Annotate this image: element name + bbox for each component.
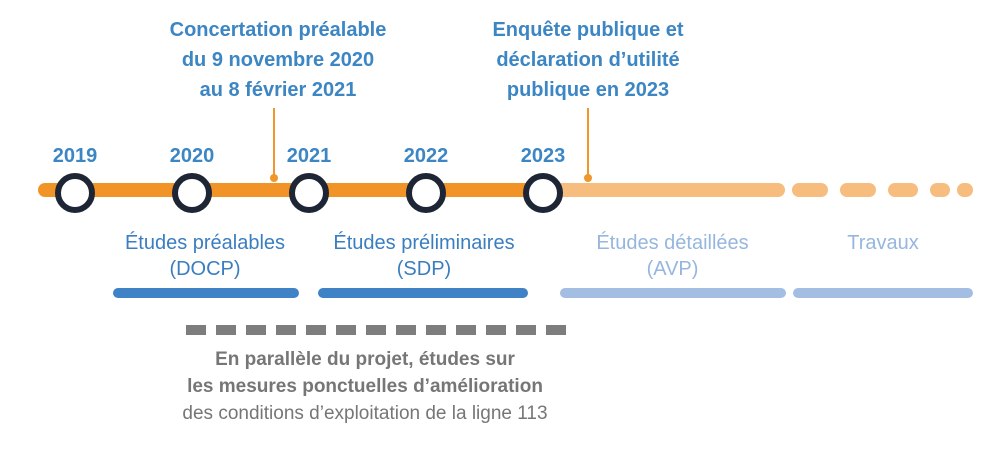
timeline-dash xyxy=(888,183,918,197)
gray-dash-segment xyxy=(306,325,326,335)
callout-enquete: Enquête publique et déclaration d’utilit… xyxy=(468,15,708,105)
callout-connector-dot xyxy=(270,174,278,182)
phase-line: Études préalables xyxy=(124,232,286,254)
gray-dash-segment xyxy=(276,325,296,335)
phase-bar-etudes-prealables xyxy=(113,288,299,298)
phase-label-etudes-preliminaires: Études préliminaires (SDP) xyxy=(310,230,538,282)
callout-line: du 9 novembre 2020 xyxy=(181,49,375,71)
milestone-2022 xyxy=(406,173,446,213)
callout-line: Enquête publique et xyxy=(492,19,684,41)
gray-dash-segment xyxy=(246,325,266,335)
phase-line: (DOCP) xyxy=(169,258,241,280)
timeline-dash xyxy=(792,183,828,197)
gray-dash-segment xyxy=(516,325,536,335)
callout-line: publique en 2023 xyxy=(506,79,670,101)
parallel-bold-line: les mesures ponctuelles d’amélioration xyxy=(187,376,543,397)
gray-dash-segment xyxy=(456,325,476,335)
milestone-2023 xyxy=(523,173,563,213)
year-label-2021: 2021 xyxy=(286,145,332,167)
gray-dash-segment xyxy=(396,325,416,335)
callout-connector-line xyxy=(273,108,275,176)
callout-connector-line xyxy=(587,108,589,176)
phase-line: Études préliminaires xyxy=(333,232,515,254)
phase-bar-etudes-detaillees xyxy=(560,288,786,298)
callout-connector-dot xyxy=(584,174,592,182)
phase-label-travaux: Travaux xyxy=(793,230,973,256)
callout-line: au 8 février 2021 xyxy=(199,79,357,101)
parallel-studies-note: En parallèle du projet, études sur les m… xyxy=(120,346,610,427)
year-label-2019: 2019 xyxy=(52,145,98,167)
callout-line: Concertation préalable xyxy=(169,19,387,41)
parallel-regular-line: des conditions d’exploitation de la lign… xyxy=(182,403,548,424)
phase-label-etudes-prealables: Études préalables (DOCP) xyxy=(100,230,310,282)
timeline-dash xyxy=(840,183,876,197)
year-label-2020: 2020 xyxy=(169,145,215,167)
phase-line: Travaux xyxy=(847,232,919,254)
phase-bar-travaux xyxy=(793,288,973,298)
gray-dash-segment xyxy=(366,325,386,335)
callout-concertation: Concertation préalable du 9 novembre 202… xyxy=(148,15,408,105)
phase-line: Études détaillées xyxy=(596,232,749,254)
phase-label-etudes-detaillees: Études détaillées (AVP) xyxy=(560,230,785,282)
timeline-dash xyxy=(957,183,973,197)
timeline-future-track xyxy=(530,183,785,197)
gray-dash-segment xyxy=(216,325,236,335)
gray-dash-segment xyxy=(486,325,506,335)
milestone-2020 xyxy=(172,173,212,213)
gray-dash-segment xyxy=(186,325,206,335)
phase-line: (SDP) xyxy=(396,258,452,280)
year-label-2022: 2022 xyxy=(403,145,449,167)
phase-line: (AVP) xyxy=(646,258,699,280)
gray-dash-segment xyxy=(426,325,446,335)
milestone-2021 xyxy=(289,173,329,213)
callout-line: déclaration d’utilité xyxy=(496,49,680,71)
gray-dash-segment xyxy=(546,325,566,335)
phase-bar-etudes-preliminaires xyxy=(318,288,528,298)
year-label-2023: 2023 xyxy=(520,145,566,167)
timeline-dash xyxy=(930,183,950,197)
milestone-2019 xyxy=(55,173,95,213)
gray-dash-segment xyxy=(336,325,356,335)
parallel-bold-line: En parallèle du projet, études sur xyxy=(215,349,515,370)
